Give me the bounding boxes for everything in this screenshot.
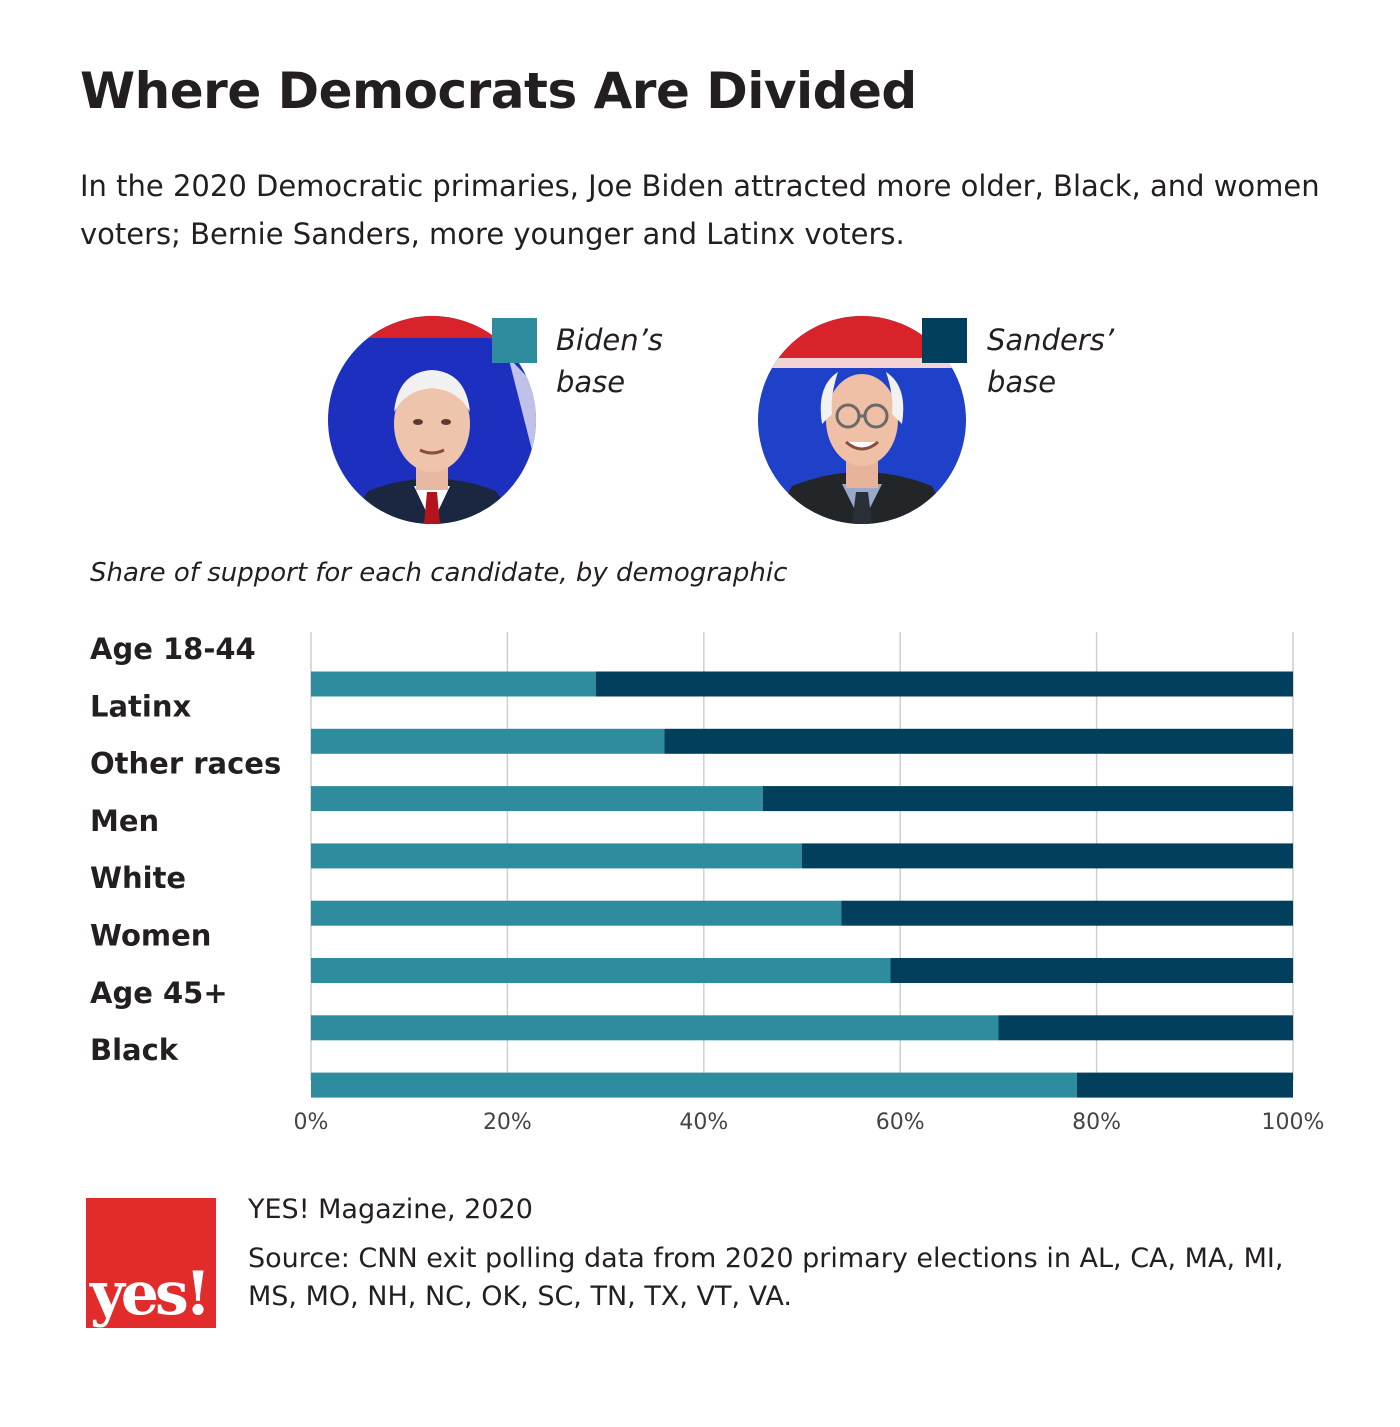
chart-title: Where Democrats Are Divided [80, 62, 917, 120]
yes-magazine-logo: yes! [86, 1198, 216, 1328]
biden-legend-line2: base [556, 365, 626, 399]
source-text: Source: CNN exit polling data from 2020 … [248, 1243, 1284, 1312]
x-tick-label: 60% [876, 1110, 925, 1135]
biden-bar [311, 900, 842, 926]
sanders-bar [664, 728, 1293, 754]
logo-text: yes! [90, 1259, 211, 1329]
sanders-bar [998, 1015, 1293, 1041]
category-label: Other races [90, 747, 281, 781]
biden-bar [311, 1072, 1077, 1098]
sanders-bar [802, 843, 1293, 869]
biden-bar [311, 786, 763, 812]
biden-bar [311, 958, 891, 983]
chart-caption: Share of support for each candidate, by … [90, 558, 788, 588]
biden-legend-swatch [492, 318, 537, 363]
sanders-legend-line1: Sanders’ [987, 323, 1115, 357]
x-tick-label: 0% [294, 1110, 329, 1135]
category-label: Latinx [90, 689, 191, 723]
category-label: Men [90, 804, 159, 838]
sanders-bar [595, 671, 1293, 697]
sanders-legend-swatch [922, 318, 967, 363]
stacked-bar-chart: 0% 20% 40% 60% 80% 100% Age 18-44 Latinx Other r… [90, 632, 1325, 1135]
x-tick-label: 20% [483, 1110, 532, 1135]
x-tick-label: 100% [1262, 1110, 1325, 1135]
biden-bar [311, 1015, 999, 1041]
biden-legend-line1: Biden’s [556, 323, 663, 357]
category-label: Age 45+ [90, 976, 228, 1010]
sanders-bar [890, 958, 1293, 983]
biden-bar [311, 843, 802, 869]
biden-bar [311, 671, 596, 697]
sanders-legend-label: Sanders’ base [987, 319, 1147, 403]
category-label: Black [90, 1033, 179, 1067]
sanders-legend-line2: base [987, 365, 1057, 399]
credit-text: YES! Magazine, 2020 [248, 1194, 533, 1225]
chart-subtitle: In the 2020 Democratic primaries, Joe Bi… [80, 169, 1320, 251]
biden-legend-label: Biden’s base [556, 319, 716, 403]
x-tick-label: 40% [679, 1110, 728, 1135]
sanders-bar [841, 900, 1293, 926]
biden-bar [311, 728, 665, 754]
category-label: Women [90, 919, 211, 953]
sanders-bar [1076, 1072, 1293, 1098]
category-label: Age 18-44 [90, 632, 256, 666]
category-label: White [90, 861, 186, 895]
x-tick-label: 80% [1072, 1110, 1121, 1135]
sanders-bar [762, 786, 1293, 812]
